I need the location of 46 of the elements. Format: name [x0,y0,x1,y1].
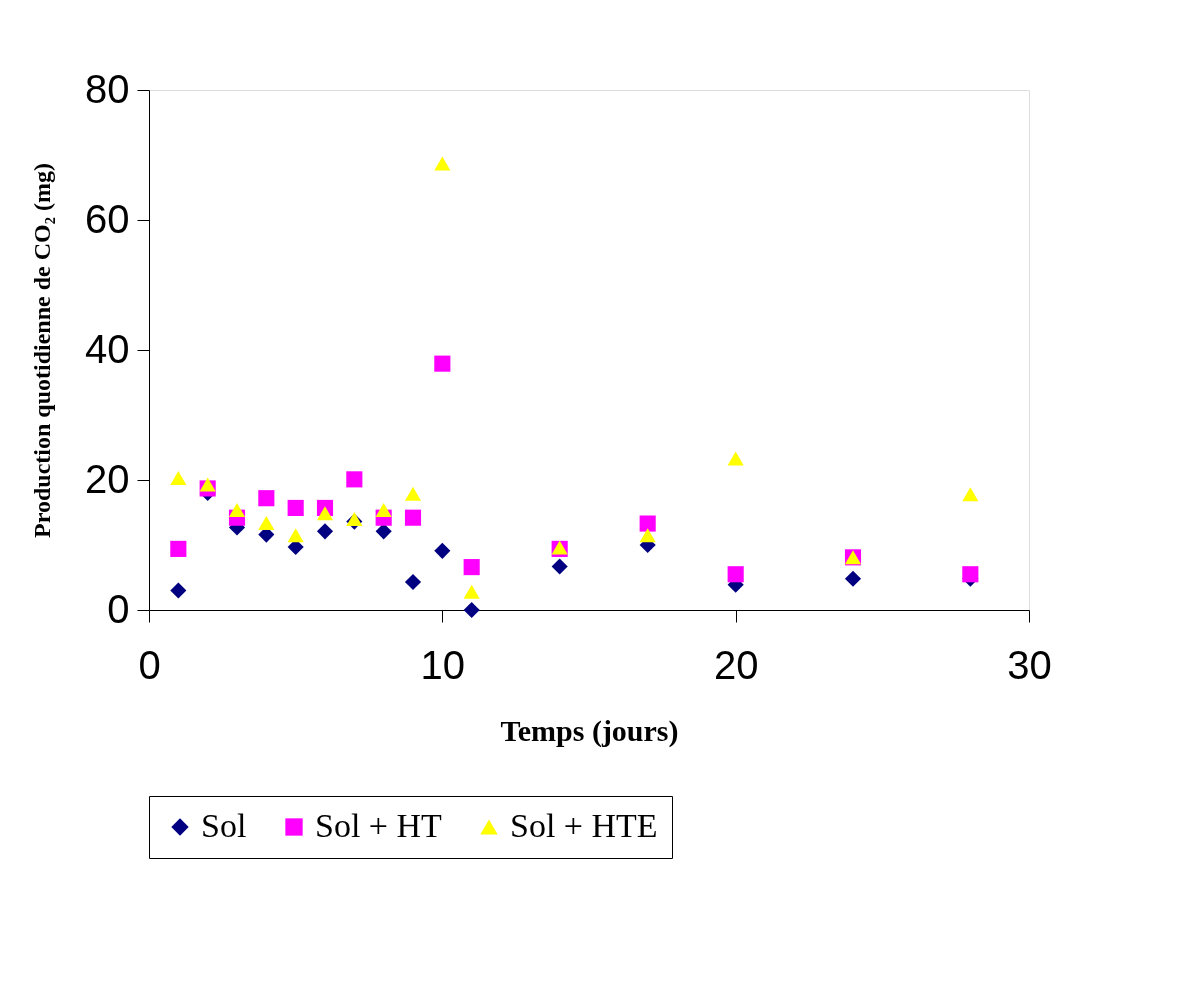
y-tick-label: 40 [85,326,130,371]
point [228,502,246,517]
x-axis-title: Temps (jours) [500,713,679,748]
point [962,487,979,502]
x-tick-label: 20 [713,642,759,687]
point [199,477,216,492]
x-tick-label: 30 [1007,642,1052,687]
point [287,499,304,517]
x-tick-label: 0 [138,642,161,687]
point [375,523,392,540]
point [463,584,480,599]
point [434,542,451,559]
point [404,486,422,501]
point [346,471,363,488]
point [170,540,187,557]
point [962,566,979,583]
point [346,512,363,526]
legend-label: Sol + HT [315,807,443,844]
point [727,566,744,583]
point [404,573,422,591]
point [434,156,451,171]
point [727,451,744,466]
point [463,559,480,576]
legend-label: Sol + HTE [510,807,658,844]
point [639,515,656,532]
y-axis-title: Production quotidienne de CO₂ (mg) [29,163,56,538]
point [316,523,334,540]
point [463,601,480,619]
y-tick-label: 80 [85,66,130,111]
y-tick-label: 60 [85,196,130,241]
y-tick-label: 20 [85,456,130,501]
point [170,471,187,486]
x-tick-label: 10 [420,642,466,687]
point [639,528,656,543]
point [170,582,187,599]
point [316,506,334,521]
legend-label: Sol [201,807,247,844]
point [434,355,451,372]
point [258,490,275,507]
point [287,528,304,543]
point [844,570,862,587]
point [258,515,275,530]
point [375,502,392,517]
y-tick-label: 0 [107,586,130,631]
point [551,558,568,575]
point [404,509,422,526]
